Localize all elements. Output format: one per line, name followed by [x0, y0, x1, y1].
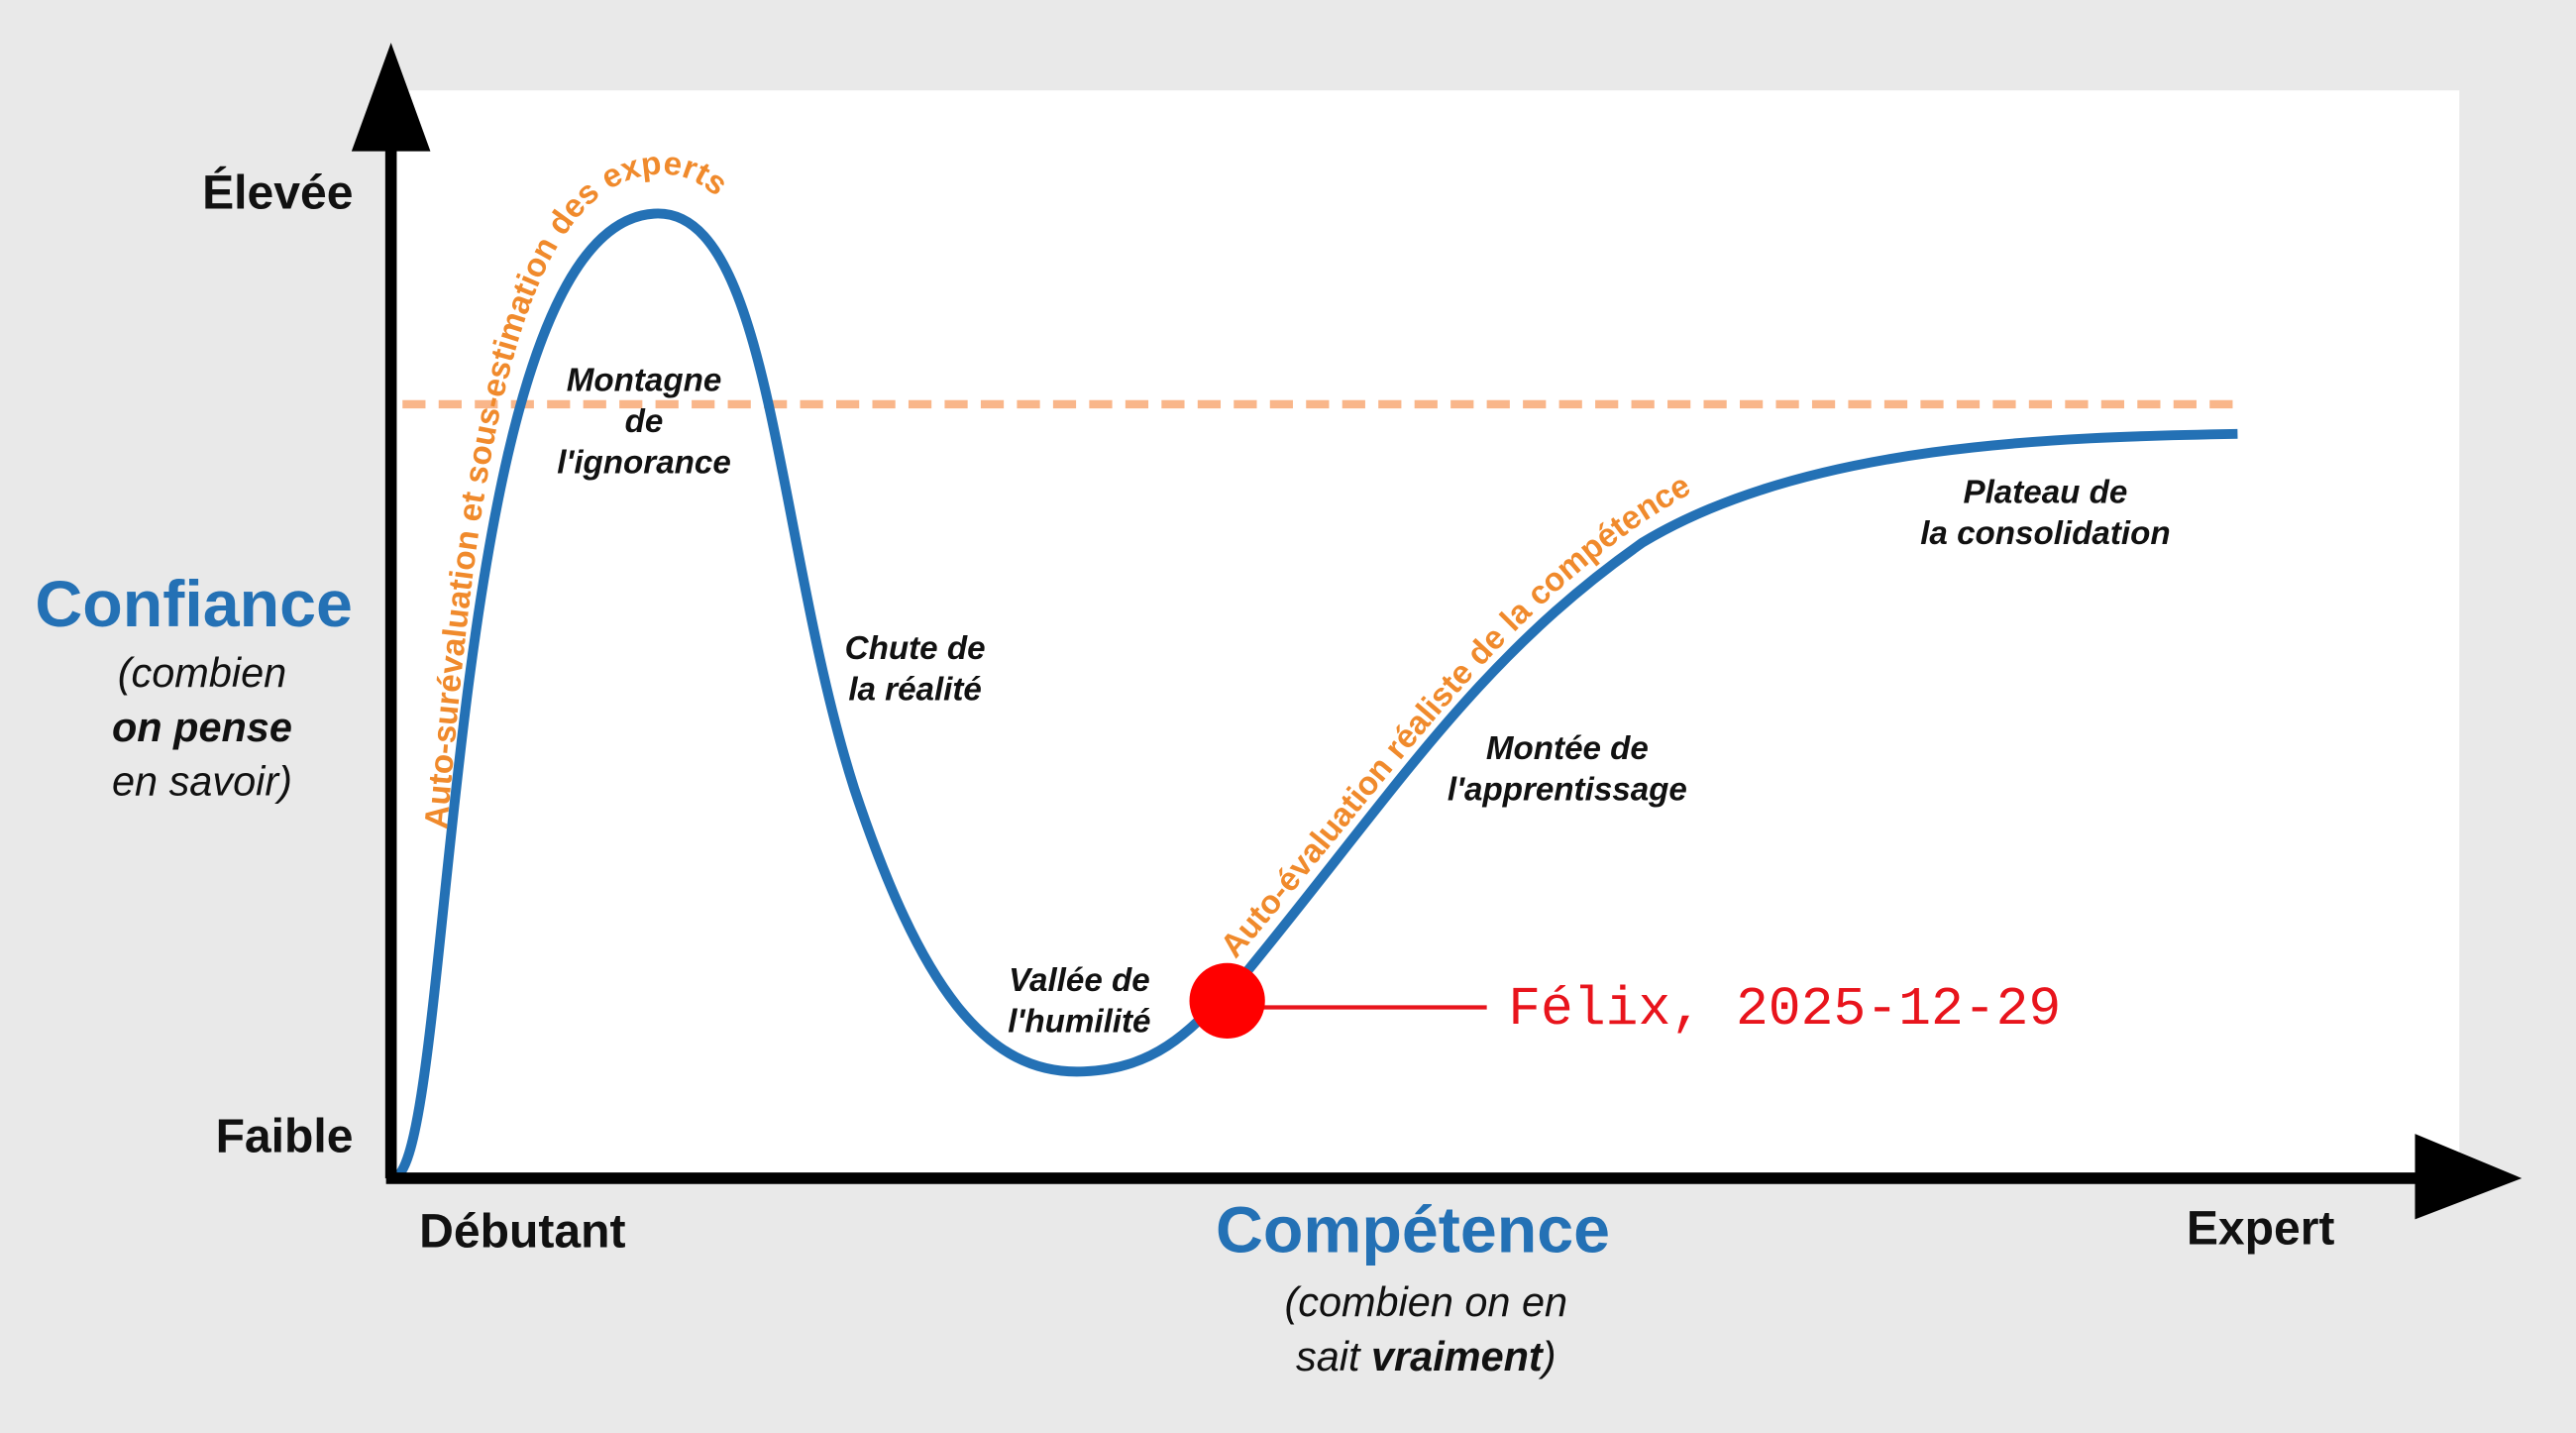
y-high: Élevée — [202, 166, 353, 220]
plot-area — [390, 90, 2460, 1178]
stage-label: Montée de — [1486, 730, 1649, 767]
y-arrow — [351, 43, 431, 152]
text-group: Montagne de l'ignorance Chute de la réalité V… — [112, 363, 2171, 1379]
subtitle-part: on pense — [112, 704, 292, 750]
stage-label: Montagne — [567, 363, 722, 399]
axis-subtitle: on pense — [112, 704, 292, 750]
stage-label: l'apprentissage — [1448, 772, 1687, 809]
stage-label: de — [625, 403, 664, 440]
x-end: Expert — [2187, 1201, 2335, 1255]
stage-label: l'ignorance — [557, 445, 731, 482]
stage-label: la consolidation — [1920, 515, 2170, 552]
subtitle-part: sait — [1296, 1333, 1371, 1379]
subtitle-part: (combien — [118, 649, 286, 696]
marker-label: Félix, 2025-12-29 — [1508, 979, 2061, 1041]
stage-label: l'humilité — [1008, 1003, 1150, 1040]
stage-label: la réalité — [848, 671, 982, 708]
subtitle-part: ) — [1538, 1333, 1556, 1379]
subtitle-part: (combien on en — [1284, 1278, 1567, 1325]
stage-label: Chute de — [845, 630, 986, 667]
axis-subtitle: sait vraiment) — [1296, 1333, 1556, 1379]
y-low: Faible — [216, 1109, 354, 1162]
x-title: Compétence — [1216, 1194, 1610, 1268]
marker-dot — [1189, 962, 1265, 1039]
y-title: Confiance — [35, 568, 353, 641]
axis-subtitle: en savoir) — [112, 758, 292, 805]
subtitle-part: vraiment — [1371, 1333, 1545, 1379]
curve — [391, 208, 2238, 1183]
axis-subtitle: (combien — [118, 649, 286, 696]
stage-label: Vallée de — [1009, 962, 1150, 999]
stage-label: Plateau de — [1963, 474, 2127, 510]
x-arrow — [2415, 1134, 2522, 1220]
axis-subtitle: (combien on en — [1284, 1278, 1567, 1325]
subtitle-part: en savoir) — [112, 758, 292, 805]
x-start: Débutant — [419, 1205, 625, 1259]
